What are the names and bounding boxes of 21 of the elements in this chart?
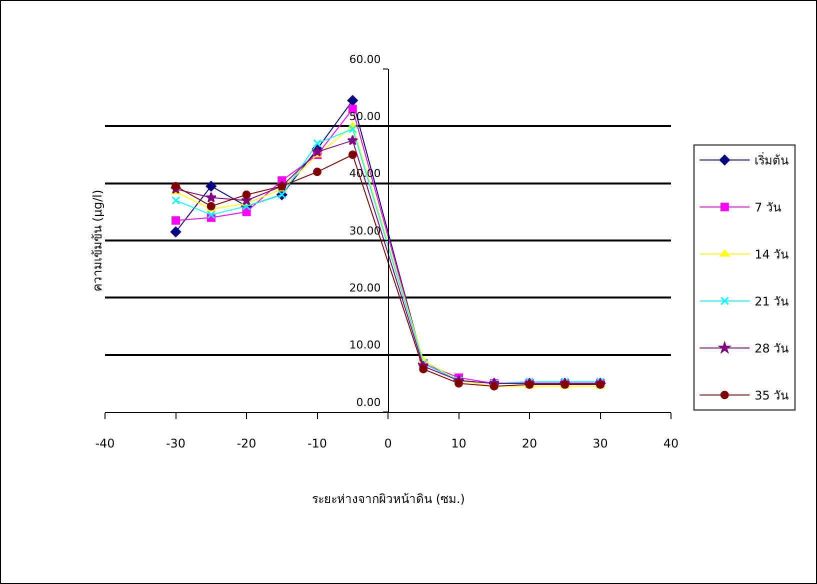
y-tick-label: 0.00 (356, 396, 381, 409)
legend-label: 14 วัน (754, 248, 789, 262)
legend-label: 35 วัน (754, 388, 789, 403)
y-tick-label: 10.00 (349, 338, 381, 352)
x-tick-label: -10 (307, 436, 328, 450)
legend-label: 21 วัน (754, 294, 789, 309)
x-tick-label: 30 (592, 436, 608, 450)
y-axis-title: ความเข้มข้น (µg/l) (90, 190, 105, 292)
legend-label: 7 วัน (754, 200, 782, 215)
x-tick-label: 40 (663, 436, 679, 450)
y-tick-label: 60.00 (349, 52, 381, 66)
x-tick-label: -40 (95, 436, 115, 450)
x-tick-label: -20 (236, 436, 256, 450)
x-tick-label: 0 (384, 436, 392, 450)
x-tick-label: 20 (522, 436, 538, 450)
x-axis-title: ระยะห่างจากผิวหน้าดิน (ซม.) (312, 492, 465, 506)
legend-label: เริ่มต้น (754, 152, 789, 168)
legend-label: 28 วัน (754, 342, 789, 356)
x-tick-label: -30 (166, 436, 186, 450)
x-tick-label: 10 (451, 436, 466, 450)
y-tick-label: 20.00 (349, 282, 381, 295)
